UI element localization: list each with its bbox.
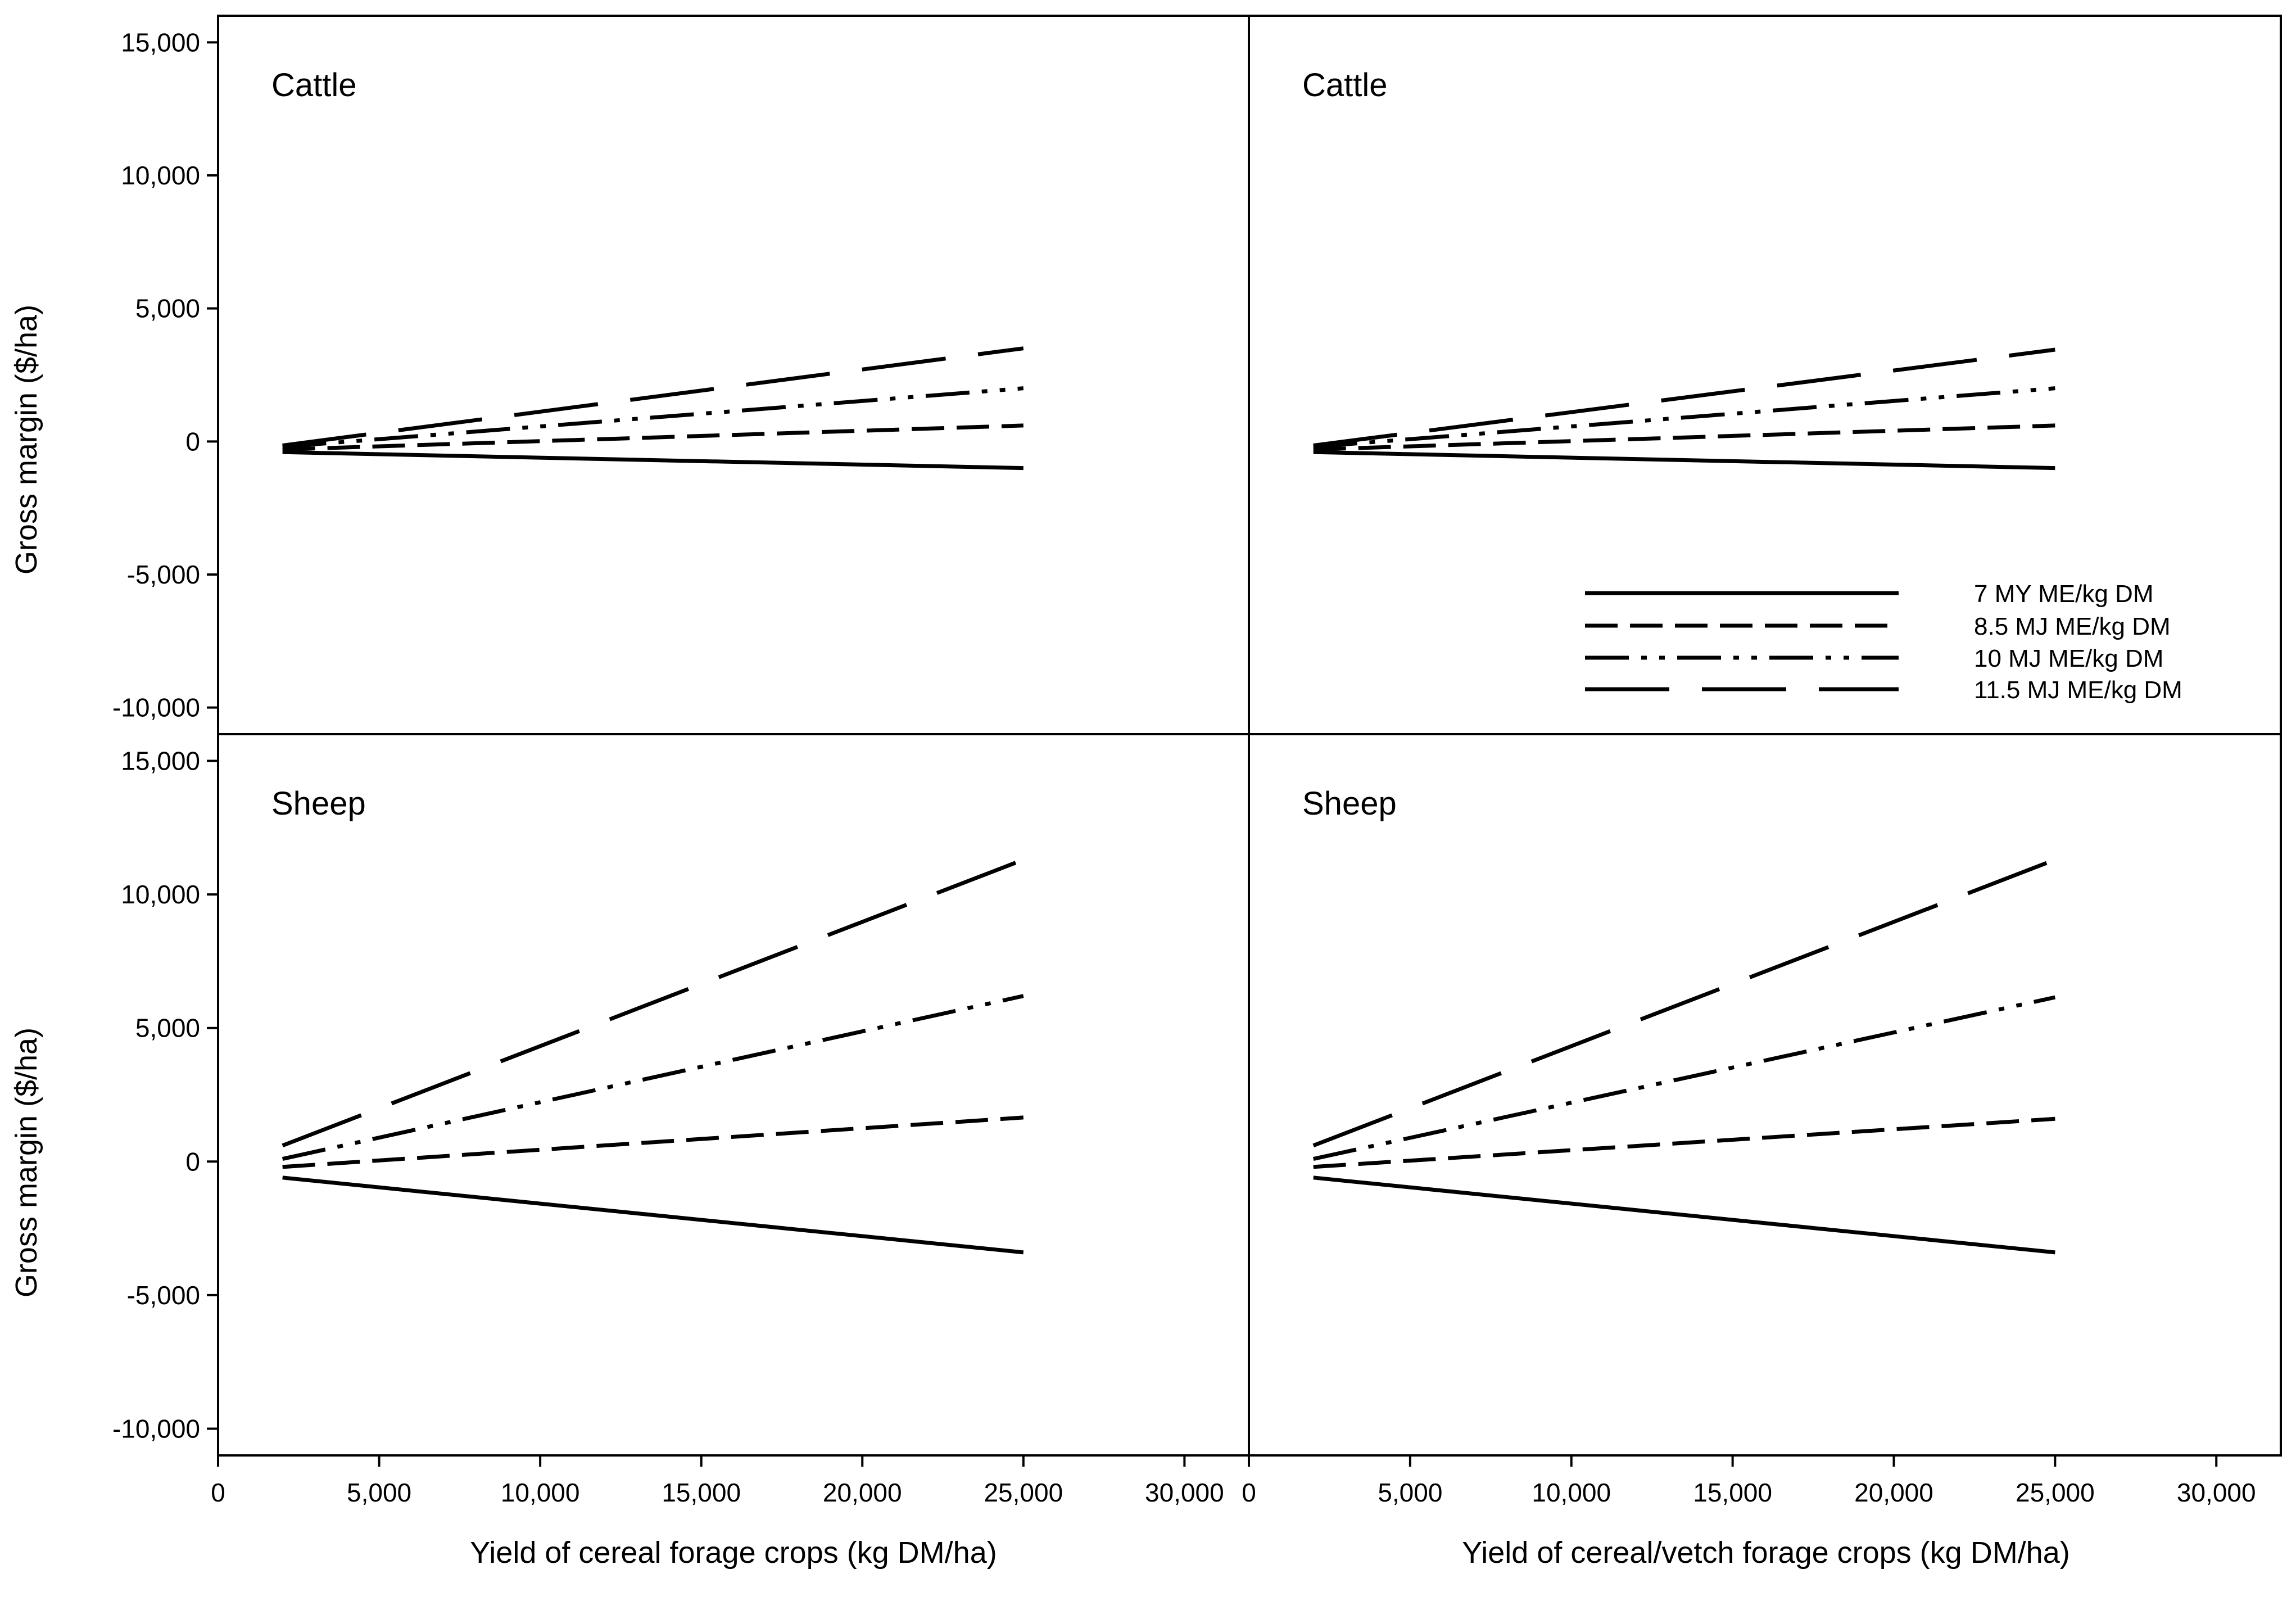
series-line-cattle-cereal-1 xyxy=(282,450,1024,471)
series-line-sheep-vetch-4 xyxy=(1312,858,2056,1148)
x-axis-title-left: Yield of cereal forage crops (kg DM/ha) xyxy=(470,1536,997,1570)
x-tick-label: 10,000 xyxy=(1532,1478,1611,1507)
panel-cattle-cereal: Cattle xyxy=(271,67,1024,471)
y-tick-label: -10,000 xyxy=(112,1414,200,1443)
x-tick-label: 15,000 xyxy=(1693,1478,1772,1507)
x-tick-label: 0 xyxy=(1242,1478,1256,1507)
legend-layer: 7 MY ME/kg DM 8.5 MJ ME/kg DM 10 MJ ME/kg … xyxy=(1585,580,2182,704)
series-line-sheep-vetch-2 xyxy=(1313,1116,2055,1169)
panel-title-sheep-vetch: Sheep xyxy=(1302,785,1397,822)
y-axis-title-top: Gross margin ($/ha) xyxy=(10,305,43,575)
y-tick-label: 10,000 xyxy=(121,880,200,909)
series-line-cattle-vetch-1 xyxy=(1313,450,2055,471)
series-line-sheep-cereal-3 xyxy=(282,994,1024,1161)
x-axis-title-right: Yield of cereal/vetch forage crops (kg D… xyxy=(1462,1536,2069,1570)
axes-layer: -10,000 -5,000 0 5,000 10,000 15,000 -10,000 -5… xyxy=(112,15,2282,1507)
panel-cattle-vetch: Cattle xyxy=(1302,67,2055,471)
y-tick-label: -10,000 xyxy=(112,693,200,722)
y-axis-title-bottom: Gross margin ($/ha) xyxy=(10,1028,43,1297)
series-line-sheep-vetch-3 xyxy=(1313,995,2056,1161)
x-tick-label: 30,000 xyxy=(1145,1478,1224,1507)
x-tick-label: 25,000 xyxy=(984,1478,1063,1507)
x-tick-label: 5,000 xyxy=(347,1478,411,1507)
y-tick-label: 15,000 xyxy=(121,747,200,776)
y-tick-label: 15,000 xyxy=(121,28,200,57)
x-tick-label: 15,000 xyxy=(662,1478,741,1507)
x-tick-label: 20,000 xyxy=(823,1478,902,1507)
y-tick-label: 10,000 xyxy=(121,161,200,190)
series-line-cattle-cereal-4 xyxy=(282,346,1024,447)
x-tick-label: 5,000 xyxy=(1378,1478,1442,1507)
x-tick-label: 10,000 xyxy=(501,1478,580,1507)
series-line-sheep-cereal-4 xyxy=(282,858,1025,1148)
series-line-sheep-cereal-1 xyxy=(282,1175,1024,1255)
legend-label-1: 7 MY ME/kg DM xyxy=(1974,580,2153,608)
legend-label-3: 10 MJ ME/kg DM xyxy=(1974,645,2163,672)
y-tick-label: -5,000 xyxy=(127,1281,200,1310)
x-tick-label: 0 xyxy=(211,1478,225,1507)
panel-sheep-cereal: Sheep xyxy=(271,785,1025,1255)
series-line-sheep-cereal-2 xyxy=(282,1115,1024,1169)
y-tick-label: 0 xyxy=(185,1147,200,1176)
x-tick-label: 20,000 xyxy=(1854,1478,1933,1507)
y-tick-label: 5,000 xyxy=(135,1014,200,1043)
panels-layer: Cattle Cattle Sheep Sheep xyxy=(271,67,2056,1255)
y-tick-label: 5,000 xyxy=(135,294,200,323)
panel-sheep-vetch: Sheep xyxy=(1302,785,2056,1255)
series-line-cattle-vetch-3 xyxy=(1313,386,2055,449)
legend-label-2: 8.5 MJ ME/kg DM xyxy=(1974,613,2171,640)
series-line-cattle-cereal-2 xyxy=(282,423,1024,452)
series-line-sheep-vetch-1 xyxy=(1313,1175,2055,1255)
y-tick-label: 0 xyxy=(185,427,200,456)
x-tick-label: 30,000 xyxy=(2177,1478,2256,1507)
panel-title-sheep-cereal: Sheep xyxy=(271,785,366,822)
y-tick-label: -5,000 xyxy=(127,560,200,589)
series-line-cattle-vetch-2 xyxy=(1313,423,2055,452)
panel-title-cattle-vetch: Cattle xyxy=(1302,67,1388,103)
legend-label-4: 11.5 MJ ME/kg DM xyxy=(1974,676,2182,704)
series-line-cattle-vetch-4 xyxy=(1313,347,2055,447)
series-line-cattle-cereal-3 xyxy=(282,386,1024,449)
panel-title-cattle-cereal: Cattle xyxy=(271,67,357,103)
x-tick-label: 25,000 xyxy=(2016,1478,2095,1507)
